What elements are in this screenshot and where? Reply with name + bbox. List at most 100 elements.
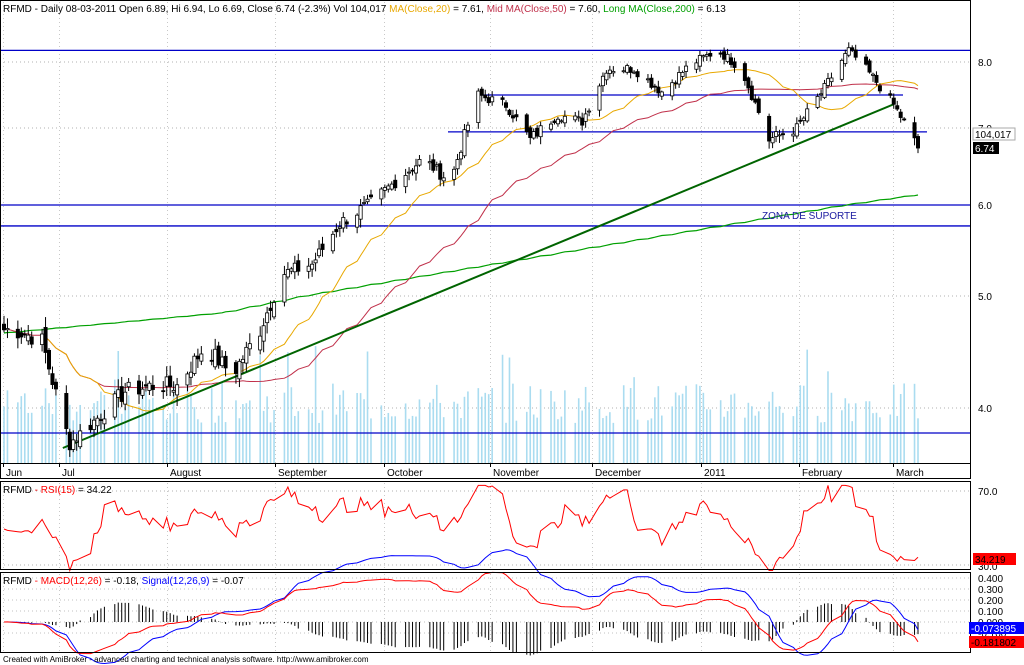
ma50-line — [3, 83, 919, 389]
candle-body — [576, 116, 581, 119]
macd-signal-tag: -0.073895 — [969, 622, 1024, 635]
candle-body — [150, 384, 155, 390]
candle-body — [240, 358, 245, 364]
candle-body — [458, 151, 463, 160]
candle-body — [670, 82, 675, 97]
rsi-value: = 34.22 — [75, 485, 112, 496]
price-tag-box — [973, 142, 999, 154]
candle-body — [43, 327, 48, 353]
macd-tick-label: -0.100 — [978, 629, 1007, 640]
rsi-tag-box — [973, 553, 1016, 565]
candle-body — [268, 307, 273, 311]
candle-body — [341, 216, 346, 229]
candle-body — [524, 114, 529, 133]
candle-body — [864, 56, 869, 65]
candle-body — [465, 124, 470, 132]
candle-body — [285, 269, 290, 278]
price-panel-frame — [0, 0, 971, 479]
candle-body — [656, 86, 661, 94]
macd-panel-frame — [0, 572, 971, 653]
month-label: February — [802, 468, 842, 479]
rsi-tick-label: 30.0 — [978, 562, 998, 573]
candle-body — [510, 115, 515, 119]
candle-body — [313, 259, 318, 264]
price-tick-label: 8.0 — [978, 58, 992, 69]
price-header: RFMD - Daily 08-03-2011 Open 6.89, Hi 6.… — [3, 4, 726, 15]
candle-body — [455, 159, 460, 170]
candle-body — [195, 355, 200, 360]
candle-body — [559, 120, 564, 123]
candle-body — [604, 72, 609, 81]
candle-body — [504, 102, 509, 108]
macd-value: = -0.18, — [102, 576, 142, 587]
candle-body — [645, 78, 650, 81]
candle-body — [777, 134, 782, 137]
candle-body — [50, 373, 55, 385]
signal-tag-box — [969, 622, 1024, 634]
price-tick-label: 4.0 — [978, 404, 992, 415]
candle-body — [839, 59, 844, 80]
candle-body — [611, 71, 616, 74]
candle-body — [898, 111, 903, 118]
candle-body — [355, 214, 360, 228]
candle-body — [40, 333, 45, 345]
support-zone-label: ZONA DE SUPORTE — [762, 211, 857, 222]
candle-body — [587, 110, 592, 113]
candle-body — [22, 333, 27, 336]
ma50-label: Mid MA(Close,50) — [484, 4, 567, 15]
candle-body — [794, 123, 799, 137]
candle-body — [188, 371, 193, 378]
signal-value: = -0.07 — [209, 576, 244, 587]
candle-body — [282, 274, 287, 303]
candle-body — [289, 268, 294, 272]
macd-tick-label: 0.300 — [978, 585, 1003, 596]
candle-body — [756, 98, 761, 113]
candle-body — [368, 194, 373, 198]
candle-body — [452, 168, 457, 180]
candle-body — [26, 334, 31, 342]
price-tick-label: 6.0 — [978, 201, 992, 212]
rsi-panel-frame — [0, 481, 971, 570]
candle-body — [895, 105, 900, 110]
candle-body — [479, 88, 484, 96]
uptrend-line — [62, 103, 895, 449]
candle-body — [850, 47, 855, 51]
candle-body — [891, 97, 896, 105]
candle-body — [874, 74, 879, 83]
rsi-tag: 34.219 — [973, 553, 1016, 566]
panel-frames — [0, 0, 971, 653]
candle-body — [774, 131, 779, 137]
candle-body — [583, 113, 588, 122]
price-tag: 6.74 — [973, 142, 999, 155]
month-label: Jun — [6, 468, 22, 479]
candle-body — [140, 388, 145, 396]
candle-body — [431, 159, 436, 171]
candle-body — [528, 127, 533, 138]
candle-body — [552, 120, 557, 123]
ma20-line — [45, 69, 919, 412]
candle-body — [102, 418, 107, 425]
candle-body — [846, 47, 851, 56]
candle-body — [389, 183, 394, 190]
candle-body — [902, 118, 907, 121]
candle-body — [490, 96, 495, 103]
candle-body — [330, 233, 335, 252]
candle-body — [673, 82, 678, 85]
candle-body — [476, 90, 481, 123]
month-label: 2011 — [704, 468, 726, 479]
candle-body — [126, 381, 131, 388]
candle-body — [92, 419, 97, 430]
candle-body — [746, 77, 751, 89]
candle-body — [659, 91, 664, 97]
rsi-symbol: RFMD — [3, 485, 32, 496]
candle-body — [701, 55, 706, 58]
candle-body — [562, 115, 567, 124]
candle-body — [798, 119, 803, 122]
candle-body — [753, 98, 758, 103]
ohlc-text: - Daily 08-03-2011 Open 6.89, Hi 6.94, L… — [32, 4, 389, 15]
candle-body — [320, 243, 325, 250]
candle-body — [192, 355, 197, 374]
rsi-label: - RSI(15) — [32, 485, 75, 496]
candle-body — [171, 389, 176, 393]
